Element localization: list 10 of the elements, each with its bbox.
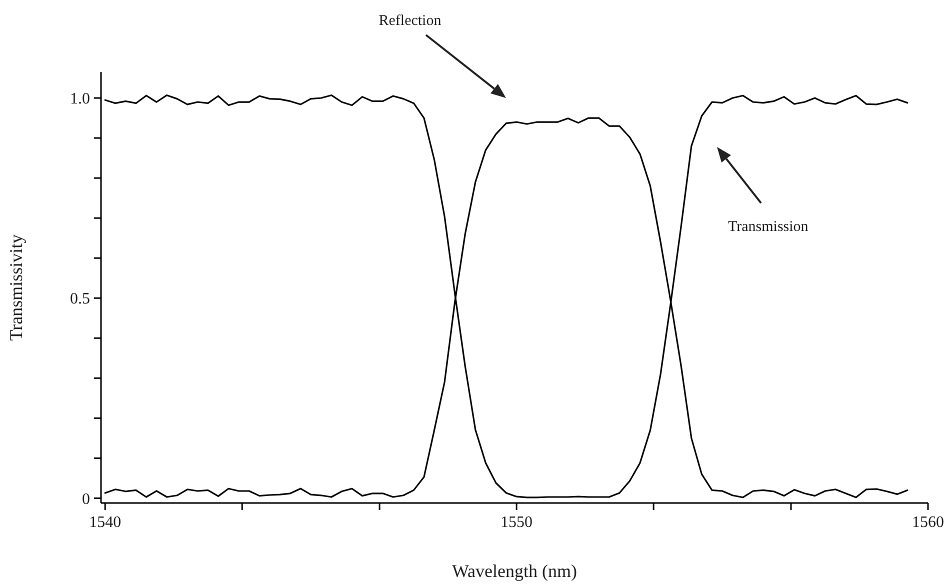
y-tick-label: 1.0 xyxy=(70,90,90,108)
y-axis-title: Transmissivity xyxy=(6,234,26,341)
x-tick-label: 1540 xyxy=(89,514,122,531)
text: Reflection xyxy=(378,13,442,29)
annotation: Transmission xyxy=(728,219,809,235)
x-axis-title: Wavelength (nm) xyxy=(452,561,578,581)
x-tick-label: 1550 xyxy=(500,514,533,531)
y-tick-label: 0.5 xyxy=(70,290,90,308)
x-tick-label: 1560 xyxy=(912,514,944,531)
y-tick-label: 0 xyxy=(82,490,90,508)
